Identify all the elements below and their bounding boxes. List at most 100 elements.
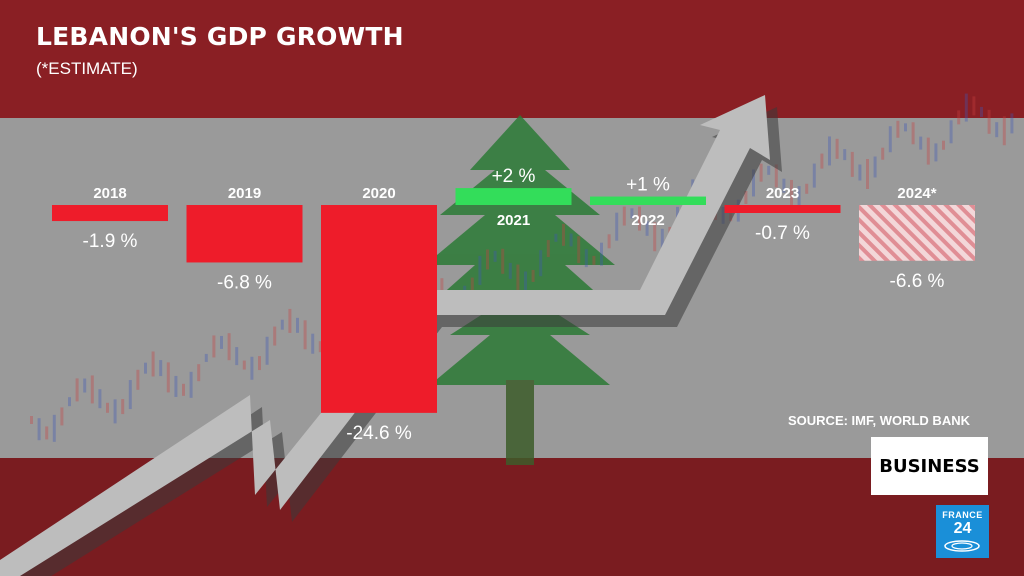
candle-mark <box>136 369 140 390</box>
category-label: 2022 <box>631 212 664 229</box>
candle-mark <box>106 402 109 413</box>
candle-mark <box>516 264 520 295</box>
candle-mark <box>622 206 626 226</box>
candle-mark <box>873 156 877 178</box>
candle-mark <box>653 222 657 252</box>
candle-mark <box>866 158 869 189</box>
candle-mark <box>911 122 915 145</box>
value-label: -24.6 % <box>346 423 412 444</box>
bar-series: 2018 -1.9 % 2019 -6.8 % 2020 -24.6 % 2021 +2 % 2… <box>52 166 975 444</box>
candle-mark <box>812 163 816 188</box>
candle-mark <box>182 383 185 396</box>
candle-mark <box>303 320 307 350</box>
candle-mark <box>227 333 231 361</box>
candle-mark <box>235 347 239 366</box>
page-title: LEBANON'S GDP GROWTH <box>36 22 404 51</box>
candle-mark <box>30 416 33 424</box>
candle-mark <box>592 255 596 265</box>
category-label: 2024* <box>897 185 936 202</box>
candle-mark <box>630 208 634 219</box>
candle-mark <box>546 240 550 258</box>
candle-mark <box>45 426 49 440</box>
candle-mark <box>166 362 170 393</box>
candle-mark <box>90 375 94 404</box>
cedar-tree-icon <box>425 115 615 465</box>
candle-mark <box>964 93 968 122</box>
candle-mark <box>934 143 938 162</box>
candle-mark <box>888 126 892 153</box>
category-label: 2023 <box>766 185 799 202</box>
category-label: 2018 <box>93 185 126 202</box>
candle-mark <box>645 220 649 236</box>
candle-mark <box>805 183 809 194</box>
candle-mark <box>987 109 991 134</box>
candle-mark <box>782 178 786 193</box>
candle-mark <box>311 333 315 354</box>
logo-text-number: 24 <box>953 520 972 537</box>
candle-mark <box>980 106 983 117</box>
candle-mark <box>638 206 641 231</box>
candle-mark <box>774 164 778 188</box>
candle-mark <box>250 356 254 380</box>
candle-mark <box>600 242 603 266</box>
candle-mark <box>273 326 277 346</box>
logo-text-top: FRANCE <box>942 510 983 520</box>
value-label: +2 % <box>492 166 536 187</box>
candle-mark <box>949 120 953 144</box>
candle-mark <box>197 364 201 382</box>
candle-mark <box>531 269 535 282</box>
candle-mark <box>242 360 246 370</box>
candle-mark <box>615 212 619 241</box>
candle-mark <box>121 399 125 415</box>
category-label: 2019 <box>228 185 261 202</box>
candle-mark <box>1002 116 1006 146</box>
candle-mark <box>539 250 543 277</box>
bar-2020 <box>321 205 437 413</box>
candle-mark <box>660 228 664 249</box>
candle-mark <box>942 140 945 150</box>
candle-mark <box>767 165 771 175</box>
candle-mark <box>904 123 907 132</box>
bar-2018 <box>52 205 168 222</box>
value-label: -1.9 % <box>83 231 138 252</box>
candle-mark <box>1010 113 1014 134</box>
candle-mark <box>288 308 292 333</box>
page-subtitle: (*ESTIMATE) <box>36 59 138 78</box>
candle-mark <box>835 138 839 159</box>
candle-mark <box>744 191 748 205</box>
candle-mark <box>204 353 208 362</box>
bar-2022 <box>590 196 706 205</box>
candle-mark <box>280 319 284 330</box>
business-badge: BUSINESS <box>871 437 988 495</box>
candle-mark <box>569 233 573 247</box>
candle-mark <box>562 223 565 246</box>
value-label: +1 % <box>626 175 670 196</box>
bar-2024 <box>859 205 975 261</box>
candle-mark <box>128 380 132 410</box>
candle-mark <box>174 375 178 397</box>
candle-mark <box>858 164 862 181</box>
candle-mark <box>926 137 930 165</box>
candle-mark <box>501 248 505 274</box>
candle-mark <box>151 351 155 377</box>
source-note: SOURCE: IMF, WORLD BANK <box>788 413 970 428</box>
candle-mark <box>881 147 885 160</box>
candle-mark <box>212 335 216 358</box>
candle-mark <box>896 120 900 138</box>
candle-mark <box>486 249 489 270</box>
candle-mark <box>607 234 611 249</box>
candle-mark <box>524 271 527 293</box>
candle-mark <box>113 399 117 424</box>
candle-mark <box>478 255 482 285</box>
bar-2021 <box>455 188 572 205</box>
candle-mark <box>554 233 558 242</box>
candle-mark <box>60 407 64 426</box>
bar-2019 <box>186 205 303 263</box>
candle-mark <box>75 378 79 402</box>
candle-mark <box>470 277 474 293</box>
candle-mark <box>850 151 854 177</box>
candle-mark <box>508 262 512 279</box>
value-label: -6.8 % <box>217 272 272 293</box>
candle-mark <box>258 356 261 371</box>
